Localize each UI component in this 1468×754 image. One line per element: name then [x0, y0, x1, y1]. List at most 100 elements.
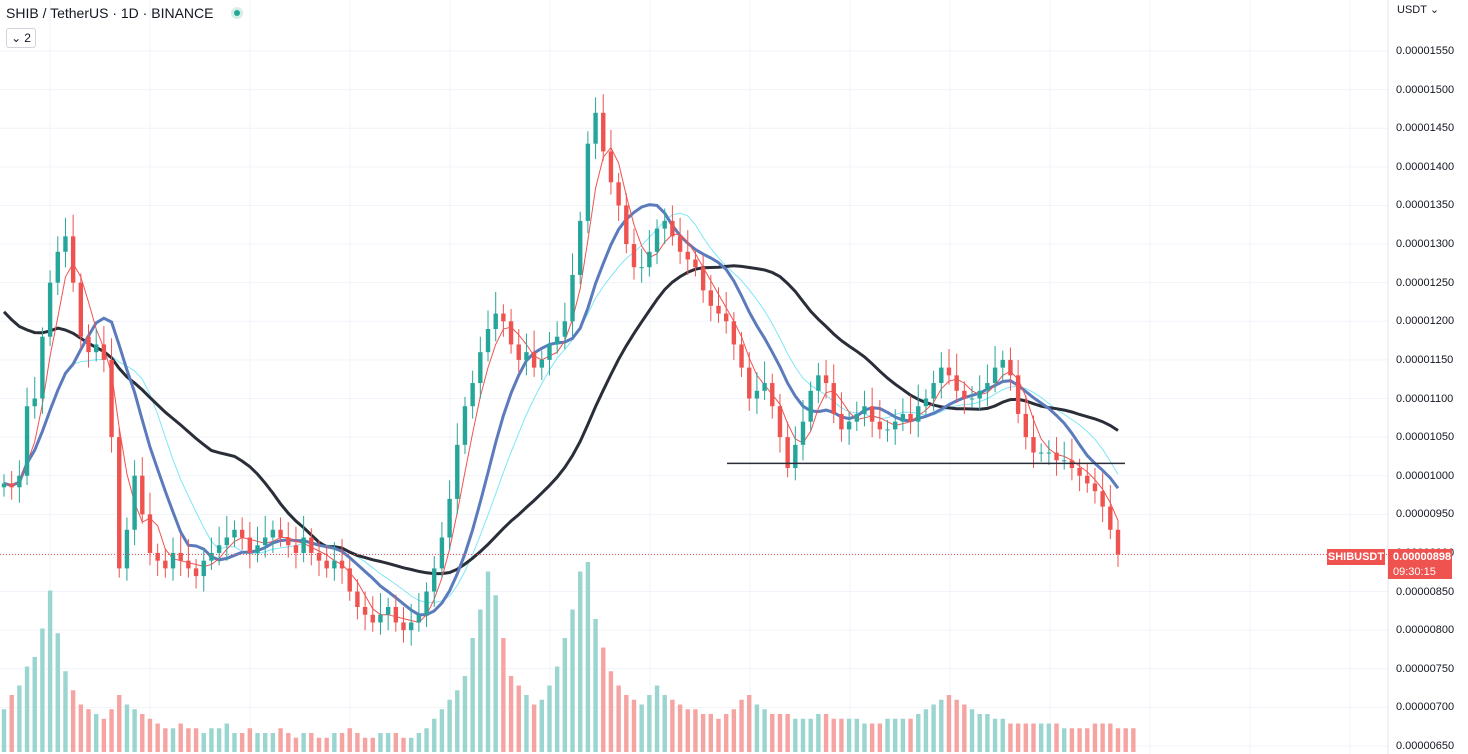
volume-bar	[339, 733, 345, 752]
volume-bar	[101, 718, 107, 752]
volume-bar	[132, 709, 137, 752]
candle-body	[1077, 468, 1082, 476]
volume-bar	[785, 714, 790, 752]
candle-body	[1062, 460, 1067, 462]
candle-body	[470, 383, 475, 407]
candle-body	[155, 552, 160, 561]
candle-body	[416, 614, 422, 623]
volume-bar	[170, 728, 176, 752]
volume-bar	[624, 695, 629, 752]
candle-body	[1015, 375, 1021, 414]
candle-body	[1000, 359, 1005, 368]
candle-body	[862, 406, 867, 414]
volume-bar	[716, 718, 721, 752]
candle-body	[270, 529, 276, 538]
candle-body	[78, 282, 84, 337]
candle-body	[124, 529, 130, 569]
candle-body	[747, 367, 752, 399]
volume-bar	[332, 733, 337, 752]
candle-body	[263, 537, 268, 546]
volume-bar	[247, 728, 253, 752]
candle-body	[362, 607, 368, 615]
volume-bar	[224, 723, 229, 752]
volume-bar	[201, 733, 206, 752]
volume-bar	[846, 718, 852, 752]
candle-body	[170, 552, 176, 569]
candle-body	[893, 421, 898, 430]
volume-bar	[731, 709, 737, 752]
candle-body	[854, 413, 859, 422]
symbol-title[interactable]: SHIB / TetherUS · 1D · BINANCE	[6, 5, 214, 21]
candle-body	[608, 151, 614, 183]
candle-body	[47, 282, 53, 337]
indicators-collapse-button[interactable]: ⌄ 2	[6, 28, 36, 48]
volume-bar	[286, 733, 291, 752]
candle-body	[286, 537, 291, 546]
candle-body	[754, 390, 760, 399]
candle-body	[578, 220, 583, 275]
y-tick-label: 0.00000800	[1396, 624, 1455, 637]
volume-bar	[816, 714, 821, 752]
candle-body	[393, 607, 399, 623]
candle-body	[132, 475, 137, 530]
candle-body	[985, 383, 990, 391]
currency-selector[interactable]: USDT ⌄	[1397, 3, 1439, 16]
volume-bar	[316, 737, 322, 752]
candle-body	[216, 545, 222, 553]
volume-bar	[1038, 723, 1044, 752]
y-tick-label: 0.00001500	[1396, 83, 1455, 96]
candle-body	[186, 560, 191, 569]
volume-bar	[685, 709, 690, 752]
candle-body	[808, 390, 813, 422]
candle-body	[539, 359, 544, 368]
volume-bar	[1000, 718, 1005, 752]
volume-bar	[93, 714, 99, 752]
volume-bar	[393, 733, 399, 752]
chevron-down-icon: ⌄	[11, 31, 22, 45]
volume-bar	[147, 718, 153, 752]
y-tick-label: 0.00001300	[1396, 238, 1455, 251]
candle-body	[670, 220, 675, 237]
last-price-tag: 0.00000898 09:30:15	[1388, 549, 1452, 579]
volume-bar	[885, 718, 890, 752]
candle-body	[570, 274, 575, 322]
candle-body	[823, 375, 829, 384]
volume-bar	[877, 723, 883, 752]
candle-body	[662, 220, 667, 229]
candle-body	[1008, 359, 1013, 376]
candle-body	[508, 321, 514, 345]
candle-body	[785, 437, 790, 468]
candle-body	[309, 537, 314, 553]
volume-bar	[324, 737, 329, 752]
volume-bar	[739, 699, 744, 752]
volume-bar	[432, 718, 437, 752]
candle-body	[700, 267, 706, 291]
volume-bar	[63, 671, 68, 752]
volume-bar	[969, 709, 975, 752]
volume-bar	[347, 728, 352, 752]
candle-body	[954, 375, 959, 391]
volume-bar	[485, 571, 491, 752]
candle-body	[17, 475, 22, 488]
candle-body	[770, 383, 775, 407]
y-tick-label: 0.00000850	[1396, 585, 1455, 598]
volume-bar	[140, 714, 145, 752]
volume-bar	[186, 728, 191, 752]
candle-body	[424, 591, 429, 615]
y-tick-label: 0.00001350	[1396, 199, 1455, 212]
y-tick-label: 0.00000750	[1396, 662, 1455, 675]
volume-bar	[109, 709, 114, 752]
candle-body	[831, 383, 836, 414]
volume-bar	[478, 609, 483, 752]
volume-bar	[793, 718, 798, 752]
candle-body	[493, 313, 498, 329]
volume-bar	[17, 685, 22, 752]
volume-bar	[32, 657, 37, 752]
volume-bar	[86, 709, 91, 752]
volume-bar	[524, 695, 529, 752]
candle-body	[793, 444, 798, 468]
candle-body	[685, 251, 690, 260]
volume-bar	[893, 718, 898, 752]
volume-bar	[78, 704, 84, 752]
